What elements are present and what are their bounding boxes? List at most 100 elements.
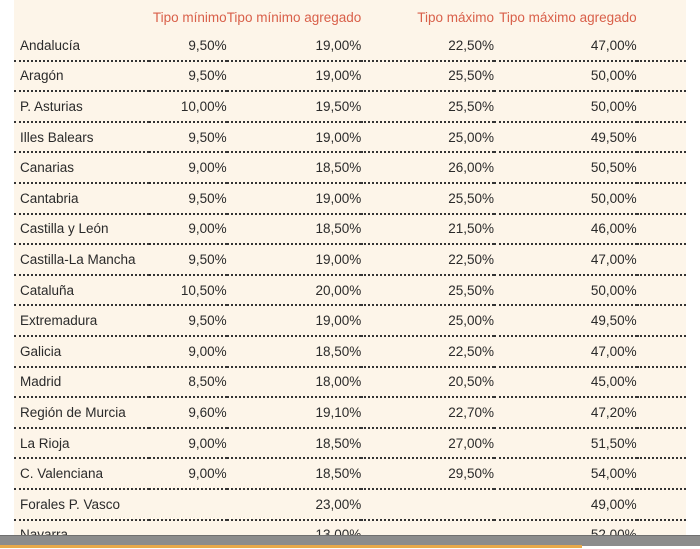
tipo-minimo-cell: 9,00% <box>149 458 227 489</box>
tax-rates-table: Tipo mínimo Tipo mínimo agregado Tipo má… <box>14 3 686 549</box>
header-tipo-maximo: Tipo máximo <box>361 3 494 31</box>
row-pad <box>637 122 686 153</box>
tipo-minimo-cell: 9,50% <box>149 244 227 275</box>
tipo-maximo-agregado-cell: 50,00% <box>494 91 637 122</box>
tipo-maximo-cell: 27,00% <box>361 428 494 459</box>
tipo-maximo-agregado-cell: 54,00% <box>494 458 637 489</box>
region-cell: Castilla-La Mancha <box>14 244 149 275</box>
tipo-maximo-cell: 22,50% <box>361 244 494 275</box>
tipo-maximo-cell: 22,70% <box>361 397 494 428</box>
tipo-maximo-cell: 22,50% <box>361 31 494 61</box>
tipo-minimo-agregado-cell: 18,50% <box>227 428 362 459</box>
tipo-minimo-agregado-cell: 19,00% <box>227 122 362 153</box>
tipo-minimo-cell: 9,50% <box>149 305 227 336</box>
tipo-maximo-agregado-cell: 50,50% <box>494 152 637 183</box>
region-cell: P. Asturias <box>14 91 149 122</box>
region-cell: Madrid <box>14 367 149 398</box>
tipo-minimo-cell: 9,00% <box>149 336 227 367</box>
row-pad <box>637 336 686 367</box>
tipo-maximo-agregado-cell: 45,00% <box>494 367 637 398</box>
row-pad <box>637 152 686 183</box>
tipo-maximo-agregado-cell: 50,00% <box>494 275 637 306</box>
tipo-minimo-agregado-cell: 18,50% <box>227 214 362 245</box>
tipo-minimo-cell: 9,50% <box>149 122 227 153</box>
tipo-maximo-cell: 25,50% <box>361 91 494 122</box>
tipo-maximo-agregado-cell: 49,50% <box>494 122 637 153</box>
tipo-maximo-agregado-cell: 51,50% <box>494 428 637 459</box>
region-cell: Aragón <box>14 61 149 92</box>
tipo-maximo-cell: 22,50% <box>361 336 494 367</box>
tipo-maximo-cell: 25,00% <box>361 305 494 336</box>
region-cell: Extremadura <box>14 305 149 336</box>
region-cell: Forales P. Vasco <box>14 489 149 520</box>
tipo-maximo-cell: 20,50% <box>361 367 494 398</box>
tipo-minimo-agregado-cell: 18,00% <box>227 367 362 398</box>
row-pad <box>637 489 686 520</box>
tipo-minimo-cell: 9,50% <box>149 31 227 61</box>
tipo-minimo-agregado-cell: 19,00% <box>227 183 362 214</box>
header-tipo-minimo-agregado: Tipo mínimo agregado <box>227 3 362 31</box>
tipo-minimo-agregado-cell: 23,00% <box>227 489 362 520</box>
header-row: Tipo mínimo Tipo mínimo agregado Tipo má… <box>14 3 686 31</box>
row-pad <box>637 275 686 306</box>
row-pad <box>637 367 686 398</box>
header-region <box>14 3 149 31</box>
row-pad <box>637 305 686 336</box>
tipo-minimo-cell <box>149 489 227 520</box>
tipo-maximo-agregado-cell: 46,00% <box>494 214 637 245</box>
region-cell: Canarias <box>14 152 149 183</box>
tipo-maximo-agregado-cell: 50,00% <box>494 183 637 214</box>
row-pad <box>637 397 686 428</box>
row-pad <box>637 244 686 275</box>
header-tipo-maximo-agregado: Tipo máximo agregado <box>494 3 637 31</box>
tipo-minimo-agregado-cell: 19,00% <box>227 244 362 275</box>
row-pad <box>637 214 686 245</box>
header-pad <box>637 3 686 31</box>
tipo-minimo-cell: 9,50% <box>149 183 227 214</box>
tipo-minimo-cell: 9,60% <box>149 397 227 428</box>
tipo-maximo-agregado-cell: 47,00% <box>494 244 637 275</box>
tipo-maximo-cell: 25,50% <box>361 183 494 214</box>
region-cell: La Rioja <box>14 428 149 459</box>
tipo-minimo-cell: 9,00% <box>149 428 227 459</box>
tipo-maximo-agregado-cell: 49,50% <box>494 305 637 336</box>
row-pad <box>637 458 686 489</box>
tipo-minimo-agregado-cell: 18,50% <box>227 458 362 489</box>
row-pad <box>637 183 686 214</box>
tipo-maximo-cell: 25,00% <box>361 122 494 153</box>
tipo-maximo-agregado-cell: 50,00% <box>494 61 637 92</box>
tipo-minimo-agregado-cell: 18,50% <box>227 152 362 183</box>
tipo-maximo-cell <box>361 489 494 520</box>
tipo-maximo-cell: 21,50% <box>361 214 494 245</box>
tipo-minimo-agregado-cell: 20,00% <box>227 275 362 306</box>
tipo-minimo-cell: 9,00% <box>149 152 227 183</box>
row-pad <box>637 61 686 92</box>
region-cell: Cantabria <box>14 183 149 214</box>
row-pad <box>637 31 686 61</box>
tipo-maximo-agregado-cell: 47,00% <box>494 336 637 367</box>
tipo-minimo-cell: 10,50% <box>149 275 227 306</box>
tipo-minimo-agregado-cell: 19,00% <box>227 61 362 92</box>
header-tipo-minimo: Tipo mínimo <box>149 3 227 31</box>
region-cell: Región de Murcia <box>14 397 149 428</box>
region-cell: Andalucía <box>14 31 149 61</box>
tipo-minimo-agregado-cell: 19,10% <box>227 397 362 428</box>
tipo-maximo-agregado-cell: 47,00% <box>494 31 637 61</box>
tipo-maximo-agregado-cell: 47,20% <box>494 397 637 428</box>
row-pad <box>637 428 686 459</box>
table-row: Forales P. Vasco 23,00% 49,00% <box>14 489 686 520</box>
tipo-minimo-cell: 9,00% <box>149 214 227 245</box>
tipo-maximo-agregado-cell: 49,00% <box>494 489 637 520</box>
